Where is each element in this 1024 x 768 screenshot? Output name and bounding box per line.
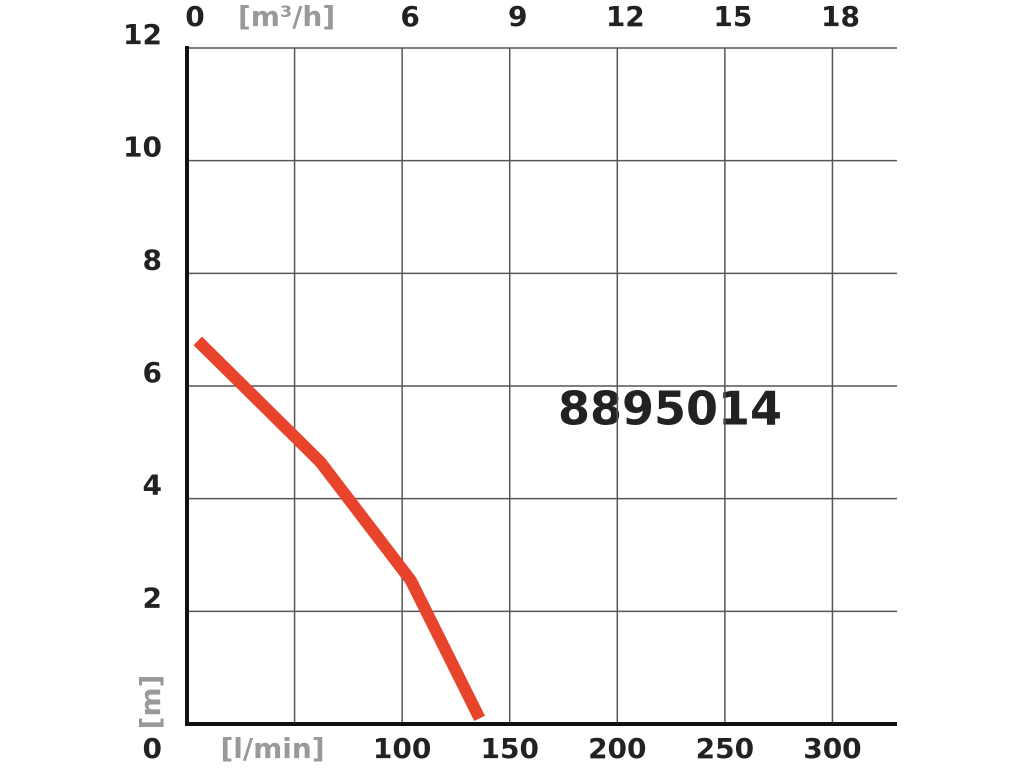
y-tick-label: 12 [123, 18, 162, 51]
y-tick-label: 2 [143, 581, 162, 614]
y-tick-label: 10 [123, 131, 162, 164]
y-tick-label: 4 [143, 469, 162, 502]
x2-tick-label: 0 [185, 0, 204, 33]
x2-tick-label: 12 [606, 0, 645, 33]
y-axis-label: [m] [134, 675, 167, 730]
x-tick-label: 150 [481, 732, 539, 765]
x2-tick-label: 6 [400, 0, 419, 33]
y-tick-label: 6 [143, 356, 162, 389]
x2-tick-label: 15 [713, 0, 752, 33]
x2-tick-label: [m³/h] [238, 0, 335, 33]
y-tick-label: 8 [143, 243, 162, 276]
y-tick-label: 0 [143, 732, 162, 765]
x-tick-label: [l/min] [221, 732, 325, 765]
x-tick-label: 250 [696, 732, 754, 765]
x2-tick-label: 18 [821, 0, 860, 33]
x2-tick-label: 9 [508, 0, 527, 33]
x-tick-label: 100 [373, 732, 431, 765]
x-tick-label: 300 [803, 732, 861, 765]
x-tick-label: 200 [588, 732, 646, 765]
curve [193, 336, 485, 722]
annotation: 8895014 [558, 382, 782, 436]
